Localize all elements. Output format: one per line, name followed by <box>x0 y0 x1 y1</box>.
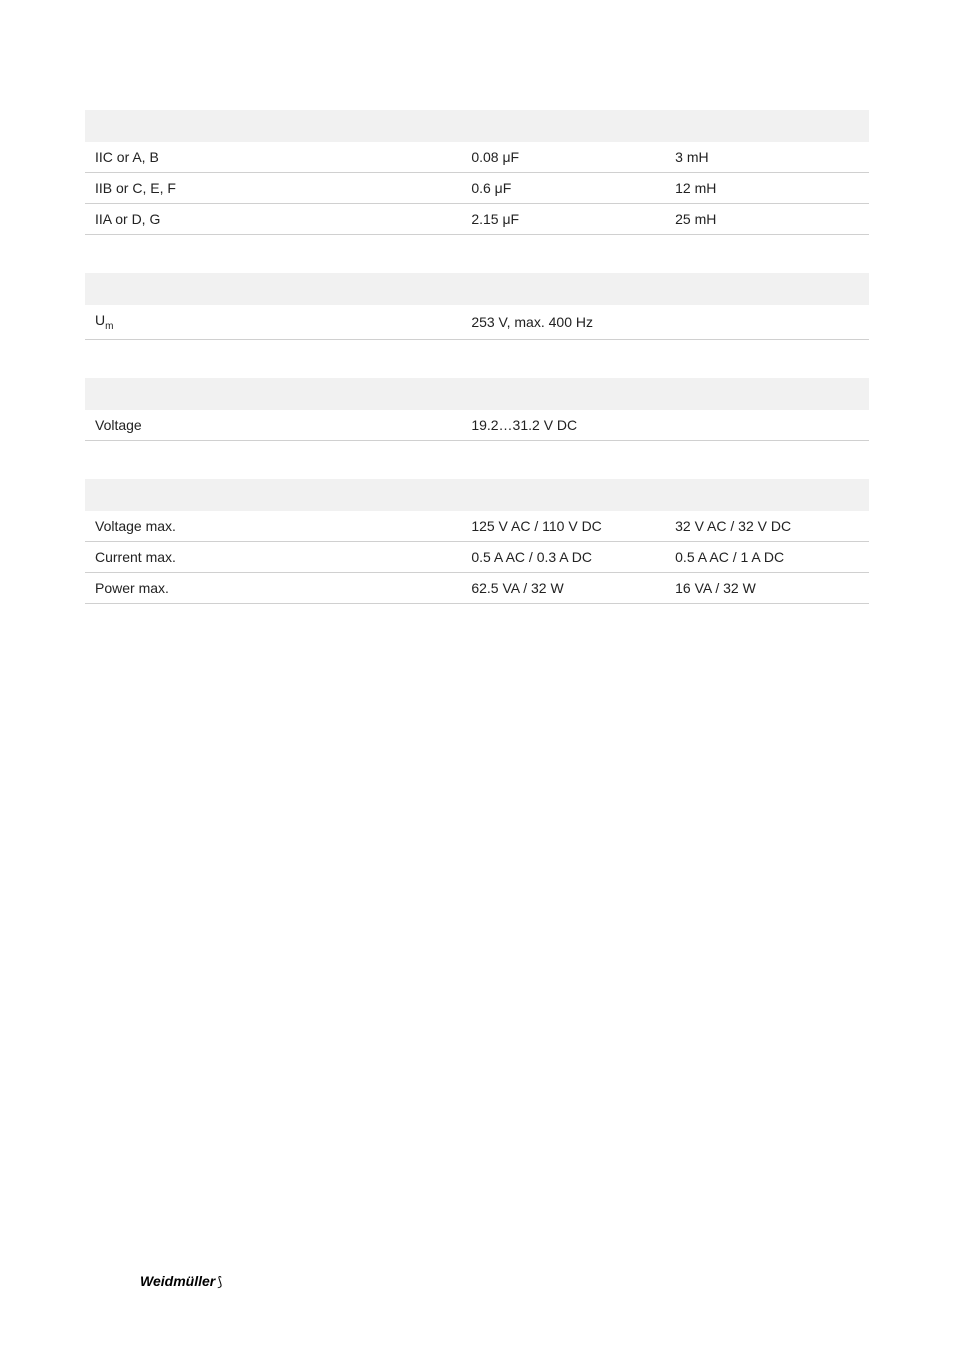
cell: 16 VA / 32 W <box>665 572 869 603</box>
cell: 0.6 μF <box>461 173 665 204</box>
cell: Um <box>85 305 461 339</box>
cell: IIB or C, E, F <box>85 173 461 204</box>
cell: 0.5 A AC / 1 A DC <box>665 541 869 572</box>
cell: 0.5 A AC / 0.3 A DC <box>461 541 665 572</box>
cell: 12 mH <box>665 173 869 204</box>
footer-brand: Weidmüller⟆ <box>140 1273 222 1290</box>
table-2: Um 253 V, max. 400 Hz <box>85 273 869 340</box>
cell: IIC or A, B <box>85 142 461 173</box>
cell: IIA or D, G <box>85 204 461 235</box>
cell: 19.2…31.2 V DC <box>461 410 869 441</box>
table-1: IIC or A, B 0.08 μF 3 mH IIB or C, E, F … <box>85 110 869 235</box>
table-3: Voltage 19.2…31.2 V DC <box>85 378 869 441</box>
table-row: IIB or C, E, F 0.6 μF 12 mH <box>85 173 869 204</box>
cell: Voltage max. <box>85 511 461 542</box>
brand-text: Weidmüller <box>140 1273 215 1289</box>
table-row: Power max. 62.5 VA / 32 W 16 VA / 32 W <box>85 572 869 603</box>
table-row: IIA or D, G 2.15 μF 25 mH <box>85 204 869 235</box>
cell: 62.5 VA / 32 W <box>461 572 665 603</box>
brand-symbol-icon: ⟆ <box>217 1274 222 1289</box>
cell: 2.15 μF <box>461 204 665 235</box>
table-4: Voltage max. 125 V AC / 110 V DC 32 V AC… <box>85 479 869 604</box>
cell: 125 V AC / 110 V DC <box>461 511 665 542</box>
table-row: Current max. 0.5 A AC / 0.3 A DC 0.5 A A… <box>85 541 869 572</box>
cell: 25 mH <box>665 204 869 235</box>
cell: 32 V AC / 32 V DC <box>665 511 869 542</box>
table-row: Um 253 V, max. 400 Hz <box>85 305 869 339</box>
cell: 3 mH <box>665 142 869 173</box>
cell: Power max. <box>85 572 461 603</box>
table-row: IIC or A, B 0.08 μF 3 mH <box>85 142 869 173</box>
cell: 253 V, max. 400 Hz <box>461 305 869 339</box>
table-row: Voltage max. 125 V AC / 110 V DC 32 V AC… <box>85 511 869 542</box>
table-row: Voltage 19.2…31.2 V DC <box>85 410 869 441</box>
cell: Current max. <box>85 541 461 572</box>
cell: 0.08 μF <box>461 142 665 173</box>
cell: Voltage <box>85 410 461 441</box>
